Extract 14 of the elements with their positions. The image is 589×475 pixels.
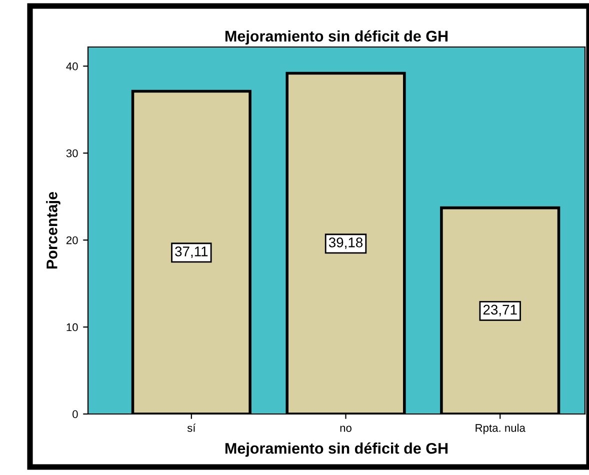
y-axis-title: Porcentaje: [46, 192, 60, 269]
x-axis-title: Mejoramiento sin déficit de GH: [225, 442, 448, 457]
y-tick-label: 30: [66, 149, 78, 158]
data-label: 37,11: [175, 246, 208, 258]
x-tick-label: sí: [187, 424, 196, 432]
y-tick-label: 0: [72, 410, 78, 418]
y-tick-label: 10: [66, 323, 78, 332]
x-tick-label: no: [340, 426, 352, 432]
y-tick-label: 40: [66, 62, 78, 70]
data-label: 23,71: [483, 304, 517, 316]
data-label: 39,18: [328, 238, 363, 249]
chart-title: Mejoramiento sin déficit de GH: [225, 30, 448, 45]
x-tick-label: Rpta. nula: [476, 424, 526, 434]
y-tick-label: 20: [66, 236, 78, 244]
